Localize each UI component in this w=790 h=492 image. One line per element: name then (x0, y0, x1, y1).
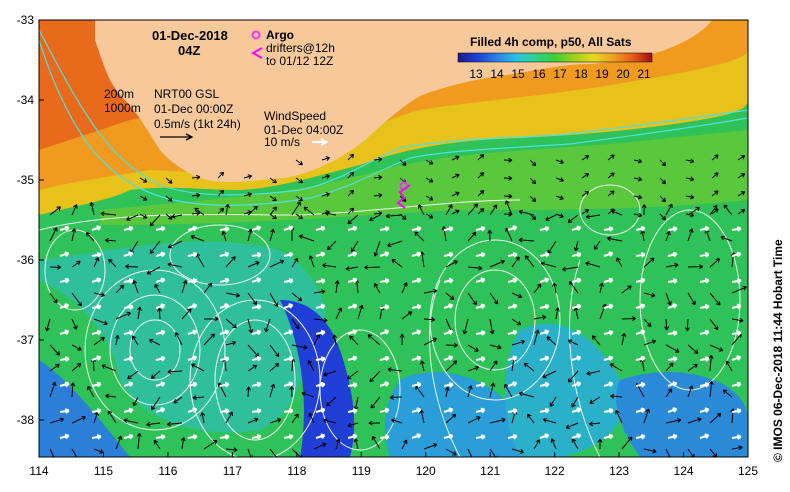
colorbar-tick-label: 14 (490, 67, 504, 81)
currents-scale-arrow (160, 133, 194, 141)
map-time: 04Z (178, 43, 200, 58)
drifter-track (396, 184, 411, 209)
x-tick-label: 118 (287, 464, 306, 478)
x-tick-label: 124 (674, 464, 694, 478)
colorbar-tick-label: 19 (595, 67, 609, 81)
x-tick-label: 121 (480, 464, 500, 478)
isobath-1000m (39, 39, 748, 206)
x-tick-label: 120 (416, 464, 436, 478)
x-tick-label: 125 (738, 464, 758, 478)
map-plot-area (39, 20, 748, 457)
x-tick-label: 115 (94, 464, 113, 478)
colorbar-tick-label: 20 (616, 67, 630, 81)
isobath-200m (39, 29, 748, 196)
x-tick-label: 117 (223, 464, 242, 478)
currents-source: NRT00 GSL (154, 87, 219, 101)
colorbar-gradient (457, 52, 653, 63)
credit-line: © IMOS 06-Dec-2018 11:44 Hobart Time (771, 239, 785, 462)
y-tick-label: -36 (17, 253, 35, 267)
cool-water-east (616, 372, 748, 457)
wind-scale: 10 m/s (264, 135, 300, 149)
drifter-legend-line2: to 01/12 12Z (266, 54, 333, 68)
colorbar-tick-label: 15 (511, 67, 525, 81)
currents-date: 01-Dec 00:00Z (154, 102, 233, 116)
currents-scale: 0.5m/s (1kt 24h) (154, 117, 241, 131)
map-date: 01-Dec-2018 (152, 28, 228, 43)
argo-legend-label: Argo (266, 28, 294, 42)
shelf-break-front (100, 130, 748, 225)
cool-water-sw (39, 360, 130, 457)
x-axis: 114 115 116 117 118 119 120 121 122 123 124 125 (29, 452, 758, 478)
x-tick-label: 123 (609, 464, 629, 478)
vector-field (45, 153, 747, 457)
isobath-label-200m: 200m (104, 87, 134, 101)
x-tick-label: 122 (545, 464, 565, 478)
x-tick-label: 116 (158, 464, 177, 478)
y-tick-label: -37 (17, 333, 35, 347)
wind-label: WindSpeed (264, 109, 326, 123)
argo-legend-icon (251, 30, 261, 40)
colorbar-tick-label: 16 (532, 67, 546, 81)
colorbar-tick-label: 21 (637, 67, 651, 81)
y-tick-label: -35 (17, 173, 35, 187)
wind-scale-arrow (312, 138, 329, 146)
wind-date: 01-Dec 04:00Z (264, 123, 343, 137)
colorbar-title: Filled 4h comp, p50, All Sats (470, 35, 632, 49)
y-tick-label: -33 (17, 13, 35, 27)
y-tick-label: -34 (17, 93, 35, 107)
drifter-legend-icon (250, 47, 263, 59)
colorbar-tick-label: 17 (553, 67, 567, 81)
y-tick-label: -38 (17, 413, 35, 427)
isobath-label-1000m: 1000m (104, 101, 141, 115)
map-frame (38, 19, 749, 458)
cold-tongue (280, 300, 355, 457)
x-tick-label: 114 (29, 464, 48, 478)
colorbar: Filled 4h comp, p50, All Sats 13 14 15 16 17… (457, 35, 653, 81)
colorbar-tick-label: 18 (574, 67, 588, 81)
colorbar-tick-label: 13 (469, 67, 483, 81)
x-tick-label: 119 (352, 464, 371, 478)
drifter-legend-line1: drifters@12h (266, 41, 335, 55)
y-axis: -33 -34 -35 -36 -37 -38 (17, 13, 44, 427)
